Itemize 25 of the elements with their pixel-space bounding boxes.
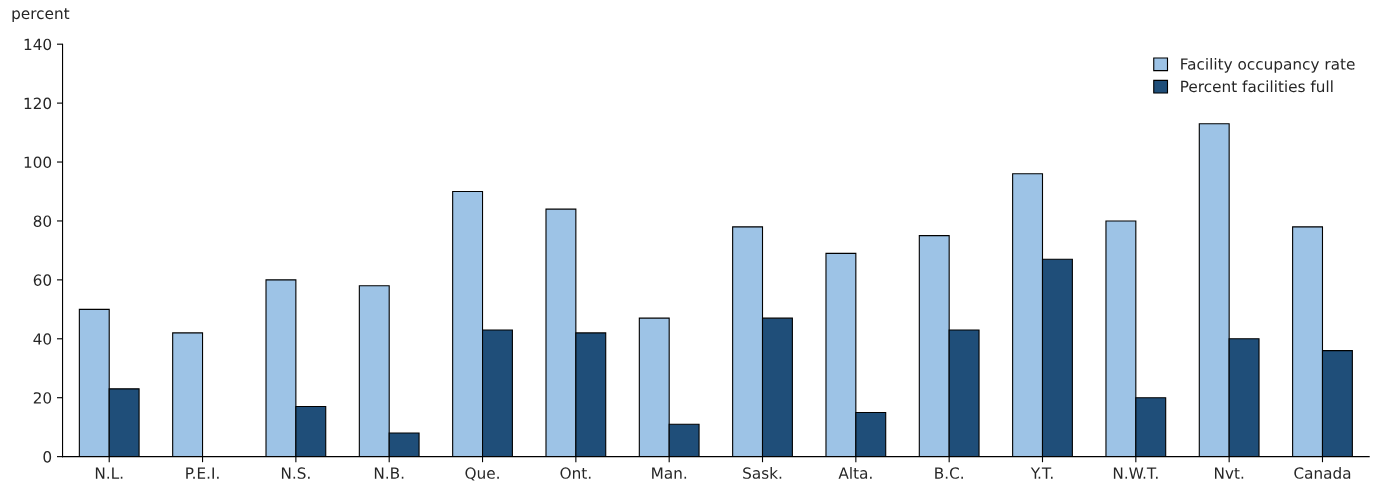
legend-label: Percent facilities full [1181, 80, 1333, 93]
x-tick-label: Man. [652, 467, 687, 479]
x-tick-label: N.W.T. [1113, 467, 1158, 479]
x-tick-label: Sask. [743, 467, 782, 479]
y-tick-label: 40 [33, 333, 52, 345]
legend-label: Facility occupancy rate [1181, 57, 1355, 73]
y-tick-label: 0 [43, 451, 52, 463]
x-tick-label: P.E.I. [186, 467, 219, 479]
x-tick-label: Nvt. [1215, 467, 1244, 479]
x-tick-label: N.L. [95, 467, 123, 479]
x-tick-label: B.C. [935, 467, 963, 479]
y-tick-label: 20 [33, 392, 52, 404]
x-tick-label: Alta. [838, 467, 872, 479]
x-tick-label: N.S. [281, 467, 310, 479]
y-tick-label: 120 [24, 97, 52, 110]
y-tick-label: 80 [33, 215, 52, 227]
x-tick-label: Ont. [560, 467, 591, 479]
x-tick-label: Canada [1294, 467, 1351, 479]
y-tick-label: 60 [33, 274, 52, 286]
x-tick-label: N.B. [374, 467, 404, 479]
y-tick-label: 100 [24, 156, 52, 169]
y-axis-title: percent [12, 8, 70, 23]
y-tick-label: 140 [24, 38, 52, 51]
x-tick-label: Y.T. [1030, 467, 1053, 479]
x-tick-label: Que. [465, 467, 499, 481]
